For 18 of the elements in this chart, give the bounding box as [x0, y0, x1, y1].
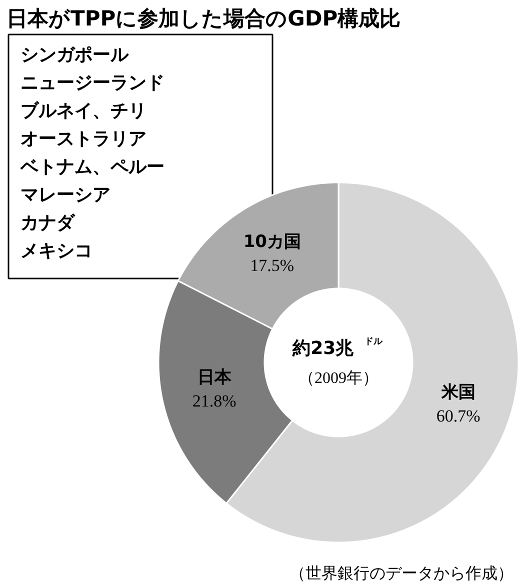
text: ニュージーランド — [20, 72, 164, 94]
text: （世界銀行のデータから作成） — [290, 564, 514, 582]
text: ブルネイ、チリ — [20, 100, 146, 122]
data-label: 60.7% — [436, 406, 480, 426]
text: シンガポール — [20, 44, 130, 66]
data-label: 17.5% — [250, 256, 294, 276]
text: オーストラリア — [20, 128, 146, 150]
slice-label: 日本 — [197, 367, 232, 388]
text: （2009年） — [298, 370, 378, 387]
slice-label: 10カ国 — [243, 232, 301, 252]
chart-title: 日本がTPPに参加した場合のGDP構成比 — [6, 6, 401, 30]
slice-label: 米国 — [440, 382, 476, 402]
text: メキシコ — [20, 240, 92, 262]
text: カナダ — [20, 212, 76, 234]
data-label: 21.8% — [192, 391, 236, 410]
text: マレーシア — [20, 184, 110, 206]
text: 約23兆ドル — [292, 337, 384, 359]
text: ベトナム、ペルー — [20, 156, 164, 178]
